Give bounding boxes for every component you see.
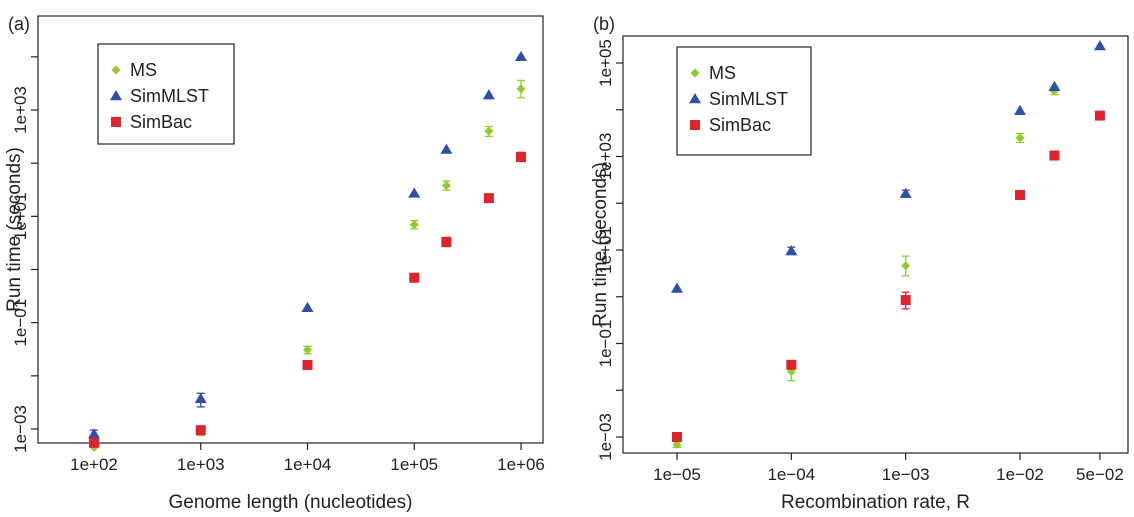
data-point [441, 236, 452, 247]
data-point [409, 272, 420, 283]
data-point [409, 220, 419, 230]
data-point [483, 193, 494, 204]
data-point [901, 261, 911, 271]
series-simmlst [671, 40, 1106, 293]
y-tick-label: 1e+03 [596, 133, 615, 181]
data-point [1049, 150, 1060, 161]
x-tick-label: 1e−02 [996, 465, 1044, 484]
legend-box [97, 43, 235, 145]
series-simbac [672, 110, 1105, 442]
data-point [672, 432, 682, 442]
series-simbac [89, 151, 526, 448]
x-tick-label: 1e−04 [767, 465, 815, 484]
legend-label: MS [709, 63, 736, 83]
data-point [516, 152, 526, 163]
data-point [1048, 80, 1061, 91]
legend-label: SimMLST [709, 89, 788, 109]
legend-marker [111, 117, 121, 127]
data-point [88, 428, 100, 439]
x-tick-label: 1e+02 [70, 455, 118, 474]
y-tick-label: 1e−03 [11, 405, 30, 453]
data-point [786, 359, 797, 370]
data-point [516, 84, 526, 94]
plot-frame [622, 35, 1129, 454]
x-tick-label: 1e+06 [497, 455, 545, 474]
y-tick-label: 1e+01 [596, 226, 615, 274]
data-point [303, 345, 312, 355]
y-tick-label: 1e−03 [596, 413, 615, 461]
data-point [1014, 104, 1026, 115]
x-tick-label: 1e−03 [882, 465, 930, 484]
data-point [785, 245, 798, 256]
y-tick-label: 1e−01 [596, 320, 615, 368]
data-point [484, 126, 494, 136]
legend: MS SimMLST SimBac [676, 46, 812, 156]
y-tick-label: 1e+01 [11, 192, 30, 240]
data-point [899, 187, 912, 198]
data-point [89, 437, 99, 448]
x-axis-label: Genome length (nucleotides) [169, 492, 413, 513]
data-point [1093, 40, 1106, 51]
data-point [900, 295, 911, 306]
data-point [301, 301, 314, 313]
legend-marker [690, 68, 700, 78]
data-point [1094, 110, 1105, 121]
data-point [1015, 133, 1025, 143]
data-point [440, 143, 453, 154]
y-tick-label: 1e+03 [11, 86, 30, 134]
data-point [408, 187, 421, 198]
plot-frame [37, 15, 544, 444]
legend-label: SimBac [130, 112, 192, 132]
y-axis-label: Run time (seconds) [590, 162, 611, 327]
legend-marker [689, 93, 701, 104]
data-point [515, 50, 527, 62]
legend-marker [111, 65, 121, 75]
y-tick-label: 1e+05 [596, 39, 615, 87]
data-point [302, 359, 313, 370]
data-point [671, 282, 683, 293]
data-point [195, 425, 206, 436]
data-point [441, 181, 451, 191]
legend-label: SimMLST [130, 86, 209, 106]
legend: MS SimMLST SimBac [97, 43, 235, 145]
panel-label: (b) [593, 14, 615, 34]
panel-b: (b) 1e−05 1e−04 1e−03 1e−02 5e−02 1e−03 1e−01 1e… [590, 14, 1129, 513]
data-point [482, 89, 495, 100]
x-tick-label: 1e+03 [177, 455, 225, 474]
legend-marker [110, 90, 122, 101]
y-tick-label: 1e−01 [11, 299, 30, 347]
series-simmlst [88, 50, 527, 440]
legend-marker [690, 120, 700, 130]
legend-label: SimBac [709, 115, 771, 135]
x-tick-label: 5e−02 [1076, 465, 1124, 484]
data-point [1015, 190, 1025, 201]
x-tick-label: 1e+04 [284, 455, 332, 474]
legend-label: MS [130, 60, 157, 80]
x-axis-label: Recombination rate, R [781, 492, 970, 513]
data-point [194, 392, 207, 403]
panel-a: (a) 1e+02 1e+03 1e+04 1e+05 1e+06 1e−03 1e−01 1e… [4, 14, 545, 513]
x-tick-label: 1e−05 [653, 465, 701, 484]
x-tick-label: 1e+05 [390, 455, 438, 474]
panel-label: (a) [8, 14, 30, 34]
y-axis-label: Run time (seconds) [4, 147, 25, 312]
